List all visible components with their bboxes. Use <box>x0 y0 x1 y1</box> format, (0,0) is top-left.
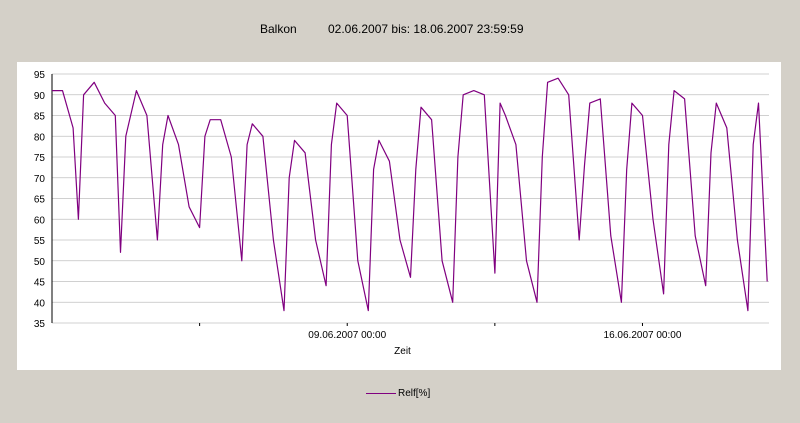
legend: Relf[%] <box>366 388 430 399</box>
series-line-relf <box>52 77 768 312</box>
humidity-line-chart: 35 40 45 50 55 60 65 70 75 80 85 90 95 09.06.2007 00:… <box>34 70 769 357</box>
y-tick-label: 70 <box>34 174 46 185</box>
location-title: Balkon <box>260 22 297 36</box>
date-range-title: 02.06.2007 bis: 18.06.2007 23:59:59 <box>328 22 524 36</box>
y-tick-label: 75 <box>34 153 46 164</box>
y-tick-label: 55 <box>34 236 46 247</box>
legend-swatch <box>366 393 396 394</box>
y-tick-label: 85 <box>34 112 46 123</box>
y-tick-label: 45 <box>34 278 46 289</box>
x-tick-label: 09.06.2007 00:00 <box>308 330 386 341</box>
y-tick-label: 95 <box>34 70 46 81</box>
y-tick-label: 90 <box>34 91 46 102</box>
x-tick-label: 16.06.2007 00:00 <box>604 330 682 341</box>
y-tick-label: 40 <box>34 298 46 309</box>
y-tick-label: 65 <box>34 195 46 206</box>
y-tick-label: 35 <box>34 319 46 330</box>
y-tick-label: 80 <box>34 132 46 143</box>
chart-panel: 35 40 45 50 55 60 65 70 75 80 85 90 95 09.06.2007 00:… <box>17 62 781 370</box>
chart-header: Balkon 02.06.2007 bis: 18.06.2007 23:59:… <box>0 0 800 62</box>
x-axis-title: Zeit <box>394 346 411 357</box>
y-tick-label: 50 <box>34 257 46 268</box>
y-tick-label: 60 <box>34 215 46 226</box>
legend-label: Relf[%] <box>398 388 431 399</box>
